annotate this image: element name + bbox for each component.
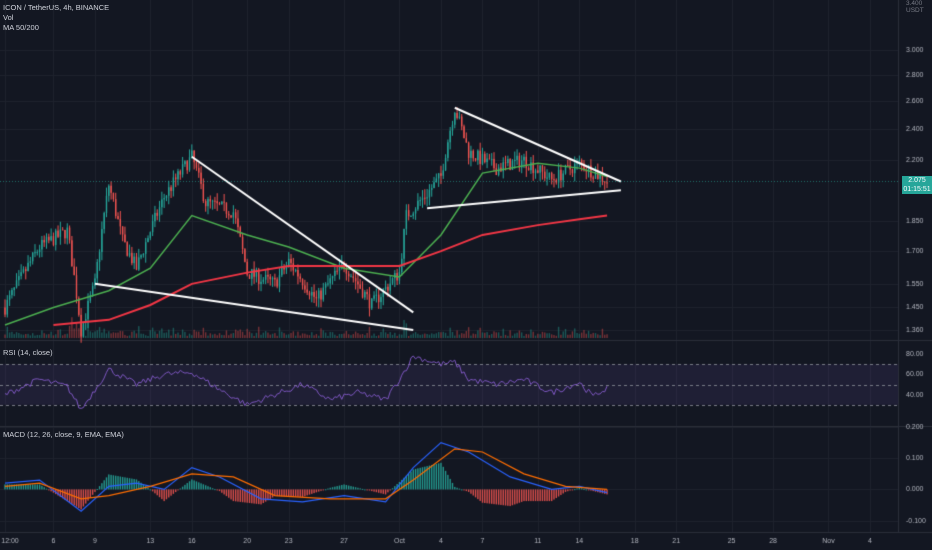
last-price-label: 2.075 01:15:51 (902, 175, 932, 194)
chart-legend: ICON / TetherUS, 4h, BINANCE Vol MA 50/2… (3, 3, 109, 33)
y-axis-currency-unit: USDT (906, 7, 924, 14)
last-price-value: 2.075 (908, 176, 926, 184)
y-axis-top-price: 3.400 (906, 0, 923, 7)
macd-legend[interactable]: MACD (12, 26, close, 9, EMA, EMA) (3, 430, 124, 439)
volume-legend[interactable]: Vol (3, 13, 14, 22)
symbol-title[interactable]: ICON / TetherUS, 4h, BINANCE (3, 3, 110, 12)
rsi-legend[interactable]: RSI (14, close) (3, 348, 53, 357)
candle-countdown: 01:15:51 (903, 185, 931, 193)
y-axis-currency: 3.400 USDT (906, 0, 924, 14)
ma-legend[interactable]: MA 50/200 (3, 23, 39, 32)
